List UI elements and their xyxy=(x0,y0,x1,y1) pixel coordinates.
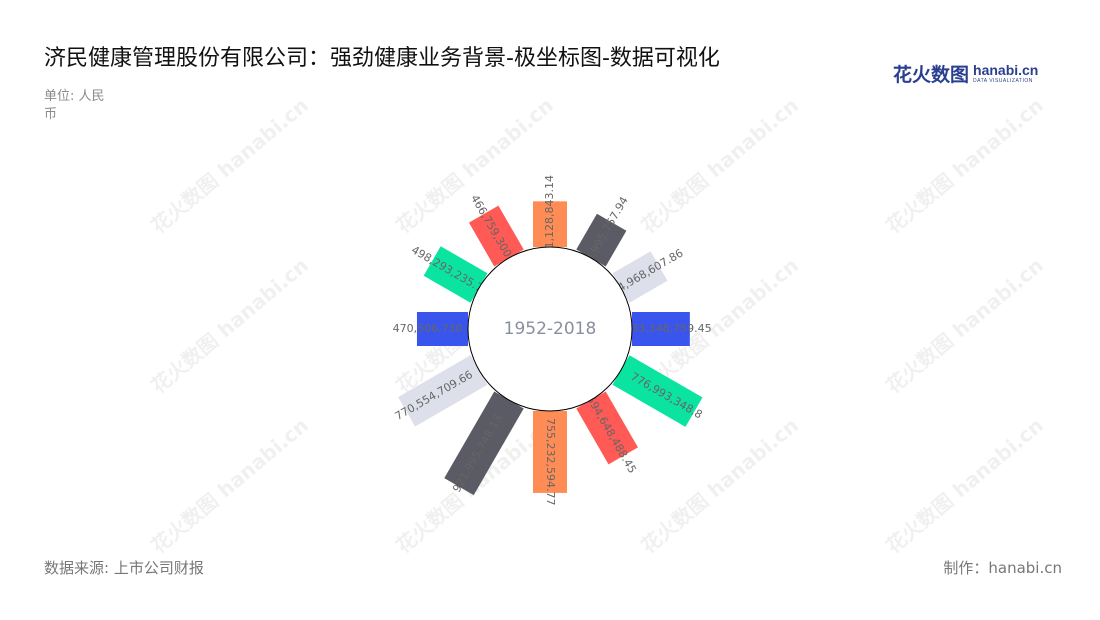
polar-bar xyxy=(612,355,703,427)
polar-bar xyxy=(416,312,468,346)
unit-label: 单位: 人民币 xyxy=(44,89,105,122)
polar-bar xyxy=(533,201,567,247)
polar-bar xyxy=(576,213,627,267)
logo-cn-text: 花火数图 xyxy=(893,64,970,86)
logo-en-block: hanabi.cn DATA VISUALIZATION xyxy=(973,63,1038,84)
logo-en-text: hanabi.cn xyxy=(973,62,1039,78)
polar-bar xyxy=(423,246,488,303)
bar-value-label: 533,348,759.45 xyxy=(624,322,711,335)
bar-value-label: 421,128,843.14 xyxy=(543,175,556,262)
polar-bar xyxy=(444,391,524,496)
polar-bar xyxy=(468,205,524,267)
credit-text: 制作：hanabi.cn xyxy=(943,559,1062,577)
bar-value-label: 755,232,594.77 xyxy=(544,418,557,505)
polar-bar xyxy=(533,411,567,493)
center-label: 1952-2018 xyxy=(504,319,597,339)
chart-title: 济民健康管理股份有限公司：强劲健康业务背景-极坐标图-数据可视化 xyxy=(44,46,720,71)
polar-bars: 421,128,843.14 380,995,757.94404,968,607.… xyxy=(393,175,712,506)
data-source: 数据来源: 上市公司财报 xyxy=(44,559,204,577)
polar-bar xyxy=(612,251,668,303)
polar-bar xyxy=(398,355,488,427)
center-circle xyxy=(467,246,633,412)
bar-value-label: 470,506,730.15 xyxy=(393,322,480,335)
polar-bar xyxy=(631,312,690,346)
polar-bar xyxy=(576,391,638,465)
brand-logo: 花火数图 hanabi.cn DATA VISUALIZATION xyxy=(893,60,1038,87)
logo-sub-text: DATA VISUALIZATION xyxy=(973,78,1033,84)
